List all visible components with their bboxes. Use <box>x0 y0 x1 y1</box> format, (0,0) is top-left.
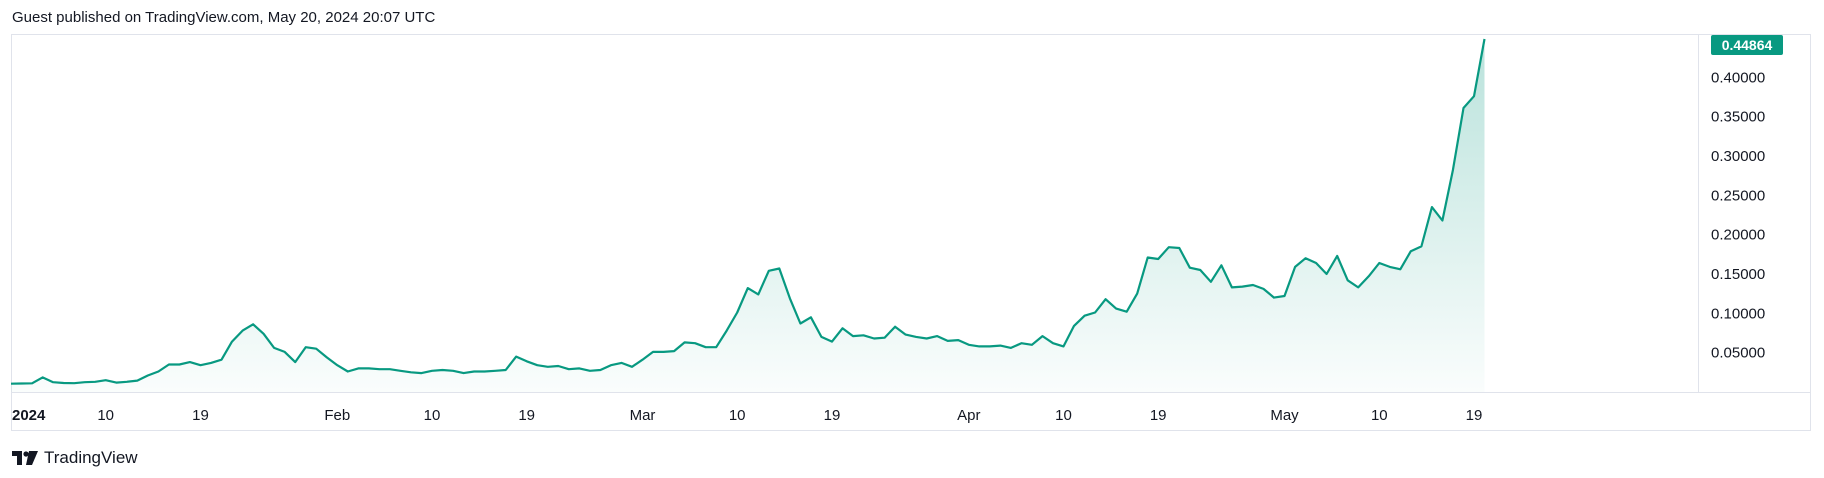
x-tick-label: 19 <box>1150 407 1167 424</box>
x-tick-label: May <box>1270 407 1299 424</box>
tradingview-logo-icon <box>12 451 38 465</box>
footer: TradingView <box>12 446 138 470</box>
price-series-line <box>11 38 1486 385</box>
last-price-label: 0.44864 <box>1722 37 1773 53</box>
footer-brand: TradingView <box>44 448 138 467</box>
price-chart[interactable]: 0.40000 0.35000 0.30000 0.25000 0.20000 0.150… <box>11 34 1811 434</box>
x-tick-label: Mar <box>630 407 656 424</box>
last-price-badge: 0.44864 <box>1711 35 1783 55</box>
x-tick-label: 10 <box>97 407 114 424</box>
x-tick-label: 2024 <box>12 407 46 424</box>
y-tick-label: 0.20000 <box>1711 227 1765 244</box>
y-tick-label: 0.35000 <box>1711 109 1765 126</box>
y-tick-label: 0.25000 <box>1711 187 1765 204</box>
x-tick-label: 19 <box>518 407 535 424</box>
x-tick-label: 10 <box>1371 407 1388 424</box>
y-tick-label: 0.10000 <box>1711 305 1765 322</box>
x-tick-label: Apr <box>957 407 980 424</box>
y-tick-label: 0.15000 <box>1711 266 1765 283</box>
x-tick-label: 10 <box>424 407 441 424</box>
time-scale[interactable]: 2024 10 19 Feb 10 19 Mar 10 19 Apr 10 19 May 10 19 <box>12 407 1482 424</box>
plot-area-border <box>11 34 1811 431</box>
price-line <box>11 38 1486 385</box>
price-scale[interactable]: 0.40000 0.35000 0.30000 0.25000 0.20000 0.150… <box>1711 69 1765 361</box>
publisher-caption: Guest published on TradingView.com, May … <box>12 9 436 26</box>
x-tick-label: 10 <box>729 407 746 424</box>
chart-svg[interactable]: 0.40000 0.35000 0.30000 0.25000 0.20000 0.150… <box>11 34 1811 434</box>
area-fill-path <box>11 39 1485 392</box>
y-tick-label: 0.40000 <box>1711 69 1765 86</box>
area-fill <box>11 39 1485 392</box>
y-tick-label: 0.05000 <box>1711 345 1765 362</box>
y-tick-label: 0.30000 <box>1711 148 1765 165</box>
x-tick-label: 19 <box>1466 407 1483 424</box>
x-tick-label: 19 <box>192 407 209 424</box>
x-tick-label: 19 <box>824 407 841 424</box>
x-tick-label: Feb <box>324 407 350 424</box>
x-tick-label: 10 <box>1055 407 1072 424</box>
